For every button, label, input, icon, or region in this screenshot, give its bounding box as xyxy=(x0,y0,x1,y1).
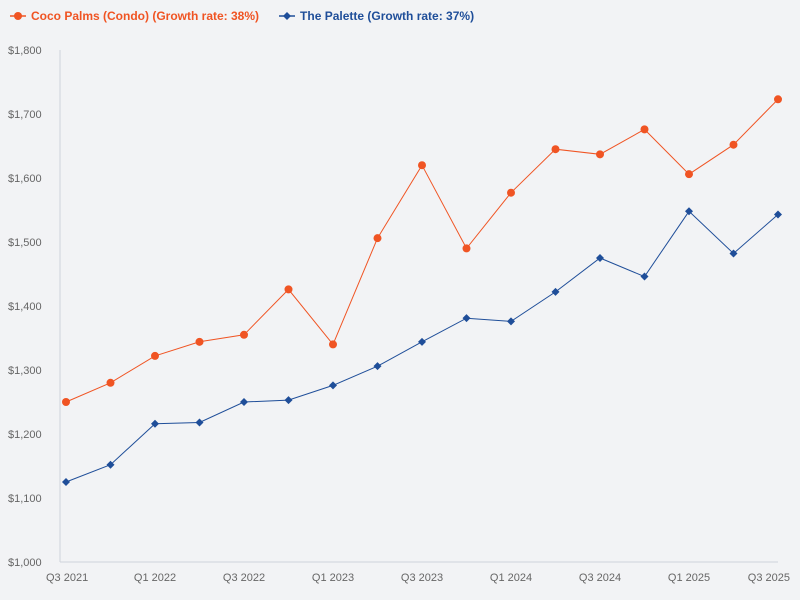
x-tick-label: Q1 2022 xyxy=(134,572,176,584)
data-point-series-1 xyxy=(195,337,204,346)
x-tick-label: Q3 2025 xyxy=(748,572,790,584)
y-tick-label: $1,400 xyxy=(8,301,42,313)
x-tick-label: Q1 2023 xyxy=(312,572,354,584)
data-point-series-1 xyxy=(329,340,337,349)
series-line-1 xyxy=(65,98,779,403)
legend-label-series-1: Coco Palms (Condo) (Growth rate: 38%) xyxy=(31,9,260,23)
data-point-series-2 xyxy=(151,419,159,428)
y-tick-label: $1,000 xyxy=(8,557,42,569)
y-tick-label: $1,200 xyxy=(8,429,42,441)
data-point-series-1 xyxy=(640,125,649,134)
data-point-series-2 xyxy=(329,381,337,390)
data-point-series-2 xyxy=(729,249,738,258)
data-point-series-2 xyxy=(507,317,515,326)
data-point-series-2 xyxy=(373,362,382,371)
x-tick-label: Q3 2022 xyxy=(223,572,265,584)
data-point-series-1 xyxy=(685,170,693,179)
data-point-series-1 xyxy=(284,285,293,294)
data-point-series-2 xyxy=(62,478,70,486)
data-point-series-2 xyxy=(284,396,293,405)
data-point-series-2 xyxy=(774,210,782,219)
y-tick-label: $1,100 xyxy=(8,493,42,505)
data-point-series-2 xyxy=(418,337,426,346)
data-point-series-1 xyxy=(507,188,515,197)
data-point-series-1 xyxy=(62,398,70,406)
legend-item-series-1[interactable]: Coco Palms (Condo) (Growth rate: 38%) xyxy=(10,9,259,23)
legend-item-series-2[interactable]: The Palette (Growth rate: 37%) xyxy=(279,9,474,23)
data-point-series-1 xyxy=(729,140,738,149)
data-point-series-1 xyxy=(106,378,115,387)
x-tick-label: Q1 2025 xyxy=(668,572,710,584)
data-point-series-2 xyxy=(640,272,649,281)
data-point-series-2 xyxy=(551,287,560,296)
data-point-series-1 xyxy=(240,330,248,339)
data-point-series-1 xyxy=(596,150,604,159)
x-tick-label: Q3 2023 xyxy=(401,572,443,584)
data-point-series-1 xyxy=(151,351,159,360)
data-point-series-2 xyxy=(685,207,693,216)
y-tick-label: $1,600 xyxy=(8,173,42,185)
y-tick-label: $1,300 xyxy=(8,365,42,377)
data-point-series-2 xyxy=(462,314,471,323)
x-tick-label: Q3 2021 xyxy=(46,572,88,584)
x-tick-label: Q3 2024 xyxy=(579,572,621,584)
data-point-series-1 xyxy=(373,234,382,243)
data-point-series-2 xyxy=(240,398,248,406)
data-point-series-1 xyxy=(418,161,426,170)
data-point-series-2 xyxy=(596,254,604,262)
series-line-2 xyxy=(65,210,779,483)
x-tick-label: Q1 2024 xyxy=(490,572,532,584)
legend-circle-marker-icon xyxy=(10,12,26,20)
data-point-series-2 xyxy=(195,418,204,427)
data-point-series-2 xyxy=(106,460,115,469)
data-point-series-1 xyxy=(774,95,782,104)
data-point-series-1 xyxy=(462,244,471,253)
y-tick-label: $1,700 xyxy=(8,109,42,121)
data-point-series-1 xyxy=(551,145,560,154)
chart-legend: Coco Palms (Condo) (Growth rate: 38%) Th… xyxy=(10,9,474,23)
y-tick-label: $1,800 xyxy=(8,45,42,57)
legend-diamond-marker-icon xyxy=(279,12,296,20)
legend-label-series-2: The Palette (Growth rate: 37%) xyxy=(300,9,475,23)
y-tick-label: $1,500 xyxy=(8,237,42,249)
